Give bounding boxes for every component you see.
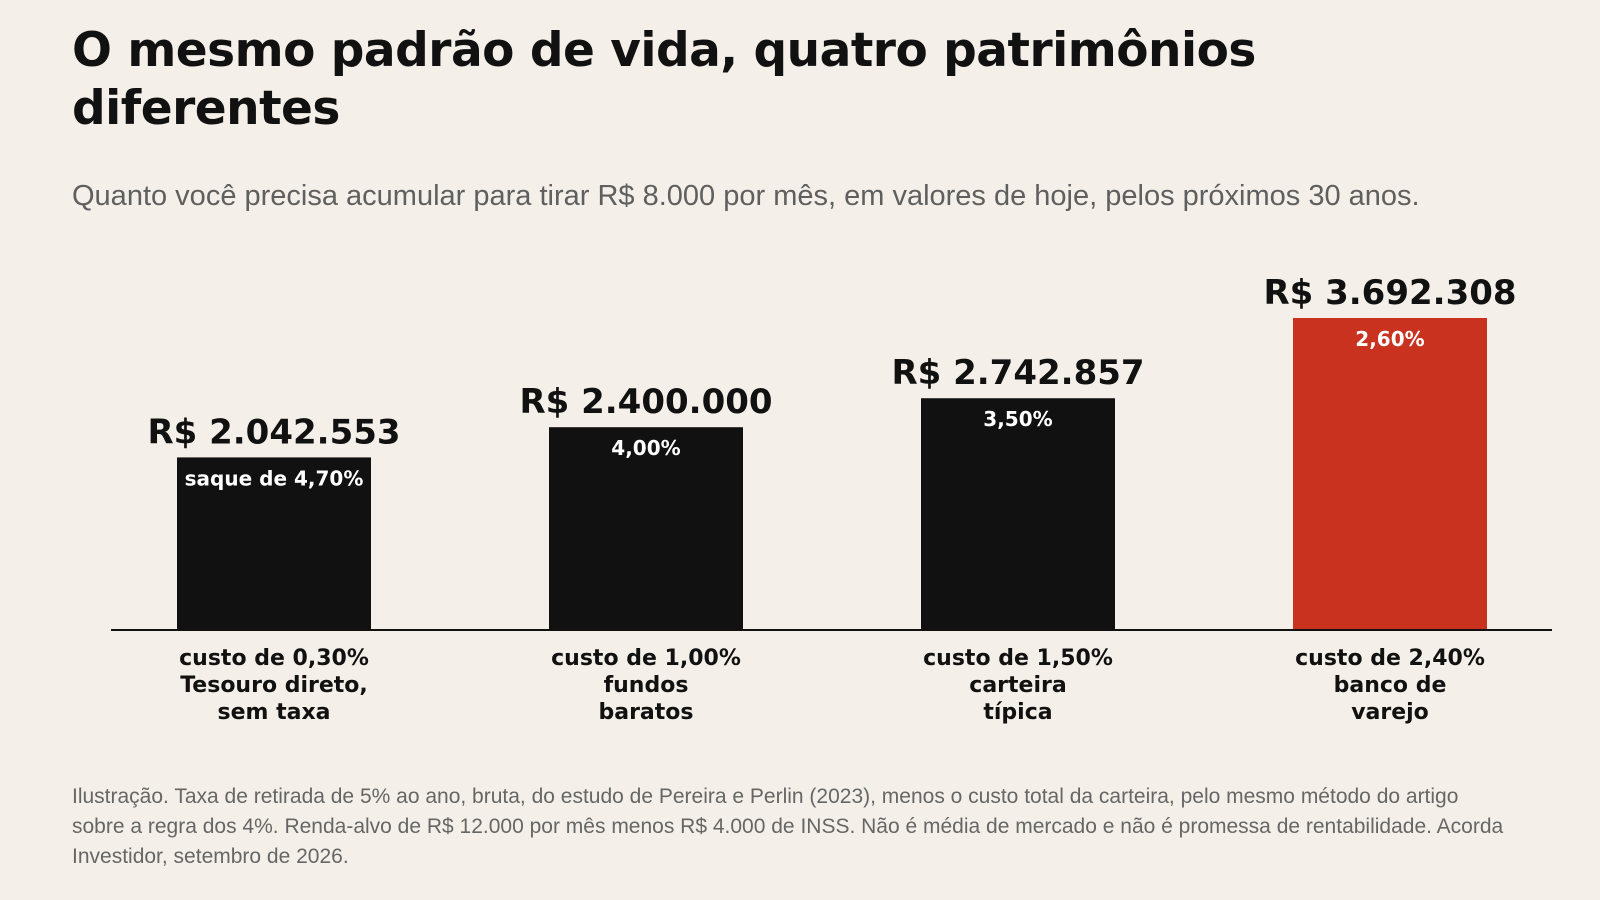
bar bbox=[921, 398, 1115, 630]
footnote: Ilustração. Taxa de retirada de 5% ao an… bbox=[72, 785, 1504, 868]
value-label: R$ 2.742.857 bbox=[891, 353, 1144, 393]
chart-subtitle: Quanto você precisa acumular para tirar … bbox=[72, 180, 1420, 212]
category-label: custo de 0,30% bbox=[179, 646, 369, 671]
bar-inside-label: 2,60% bbox=[1355, 327, 1424, 351]
bar bbox=[549, 427, 743, 630]
bar-inside-label: saque de 4,70% bbox=[185, 466, 364, 490]
category-label: custo de 2,40% bbox=[1295, 646, 1485, 671]
bar-inside-label: 3,50% bbox=[983, 407, 1052, 431]
value-label: R$ 2.042.553 bbox=[147, 412, 400, 452]
category-label: varejo bbox=[1351, 700, 1429, 725]
category-label: custo de 1,50% bbox=[923, 646, 1113, 671]
value-label: R$ 3.692.308 bbox=[1263, 273, 1516, 313]
category-label: custo de 1,00% bbox=[551, 646, 741, 671]
bar-inside-label: 4,00% bbox=[611, 436, 680, 460]
category-label: banco de bbox=[1334, 673, 1447, 698]
category-label: baratos bbox=[598, 700, 693, 725]
category-label: típica bbox=[983, 700, 1052, 725]
category-label: fundos bbox=[604, 673, 689, 698]
bar bbox=[177, 457, 371, 630]
category-label: Tesouro direto, bbox=[180, 673, 368, 698]
chart-title: O mesmo padrão de vida, quatro patrimôni… bbox=[72, 23, 1256, 136]
bar bbox=[1293, 318, 1487, 630]
category-label: carteira bbox=[969, 673, 1066, 698]
value-label: R$ 2.400.000 bbox=[519, 382, 772, 422]
category-label: sem taxa bbox=[218, 700, 331, 725]
bar-chart: R$ 2.042.553 saque de 4,70% custo de 0,30%… bbox=[111, 273, 1552, 725]
